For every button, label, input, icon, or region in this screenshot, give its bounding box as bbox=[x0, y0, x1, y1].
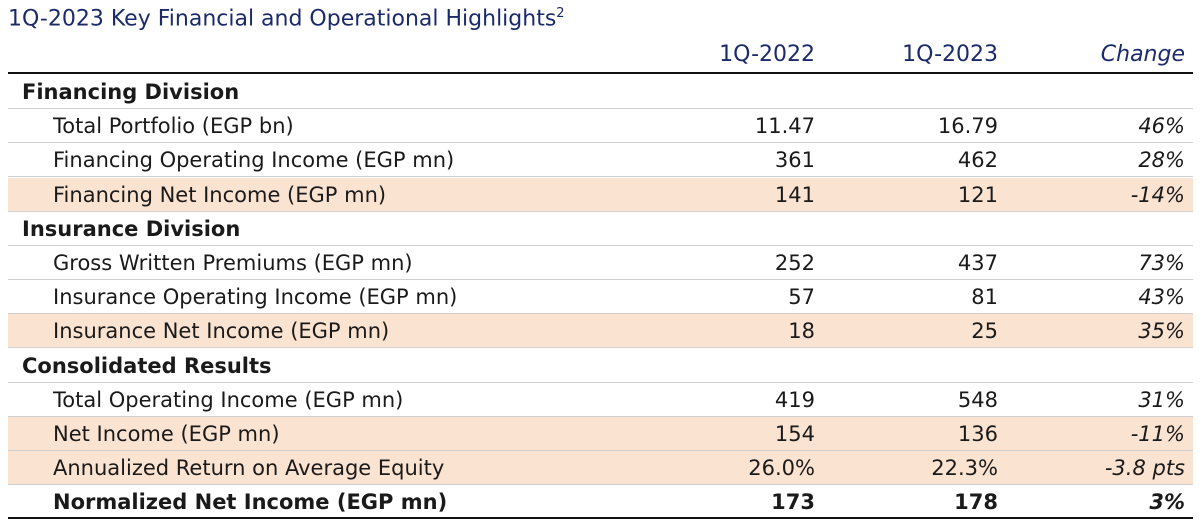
data-row: Insurance Operating Income (EGP mn) 57 81 4… bbox=[8, 280, 1193, 315]
cell-value: -3.8 pts bbox=[1104, 456, 1185, 481]
cell-value: 419 bbox=[774, 387, 815, 412]
cell-value: 57 bbox=[788, 285, 815, 310]
section-row: Consolidated Results bbox=[8, 349, 1193, 383]
cell-value: -11% bbox=[1130, 422, 1185, 446]
footnote-marker: 2 bbox=[556, 6, 565, 21]
title: 1Q-2023 Key Financial and Operational Hi… bbox=[8, 6, 557, 32]
cell-value: 46% bbox=[1138, 114, 1185, 139]
title-wrap: 1Q-2023 Key Financial and Operational Hi… bbox=[8, 6, 565, 31]
cell-value: 141 bbox=[774, 182, 815, 207]
row-label: Gross Written Premiums (EGP mn) bbox=[53, 251, 413, 275]
cell-value: 136 bbox=[957, 422, 998, 446]
section-row: Financing Division bbox=[8, 75, 1193, 109]
cell-value: -14% bbox=[1130, 182, 1185, 207]
data-row: Normalized Net Income (EGP mn) 173 178 3% bbox=[8, 485, 1193, 520]
cell-value: 548 bbox=[957, 387, 998, 412]
cell-value: 18 bbox=[788, 319, 815, 344]
row-label: Financing Net Income (EGP mn) bbox=[53, 182, 387, 207]
column-header: 1Q-2023 bbox=[902, 42, 998, 67]
cell-value: 173 bbox=[771, 490, 815, 515]
cell-value: 252 bbox=[774, 251, 815, 275]
row-label: Net Income (EGP mn) bbox=[53, 422, 280, 446]
section-title: Consolidated Results bbox=[22, 353, 272, 378]
cell-value: 22.3% bbox=[931, 456, 998, 481]
cell-value: 154 bbox=[774, 422, 815, 446]
column-header: 1Q-2022 bbox=[719, 42, 815, 67]
cell-value: 31% bbox=[1138, 387, 1185, 412]
section-title: Insurance Division bbox=[22, 216, 241, 241]
cell-value: 121 bbox=[957, 182, 998, 207]
row-label: Insurance Net Income (EGP mn) bbox=[53, 319, 390, 344]
cell-value: 11.47 bbox=[754, 114, 815, 139]
cell-value: 81 bbox=[971, 285, 998, 310]
header-rule bbox=[8, 72, 1193, 74]
cell-value: 462 bbox=[957, 148, 998, 173]
row-label: Insurance Operating Income (EGP mn) bbox=[53, 285, 458, 310]
cell-value: 437 bbox=[957, 251, 998, 275]
cell-value: 43% bbox=[1138, 285, 1185, 310]
cell-value: 26.0% bbox=[748, 456, 815, 481]
cell-value: 361 bbox=[774, 148, 815, 173]
data-row: Insurance Net Income (EGP mn) 18 25 35% bbox=[8, 314, 1193, 349]
data-row: Financing Net Income (EGP mn) 141 121 -14% bbox=[8, 177, 1193, 212]
cell-value: 25 bbox=[971, 319, 998, 344]
cell-value: 3% bbox=[1149, 490, 1185, 515]
section-title: Financing Division bbox=[22, 80, 240, 104]
cell-value: 178 bbox=[954, 490, 998, 515]
data-row: Financing Operating Income (EGP mn) 361 46… bbox=[8, 143, 1193, 178]
row-label: Total Portfolio (EGP bn) bbox=[53, 114, 294, 139]
row-label: Normalized Net Income (EGP mn) bbox=[53, 490, 448, 515]
row-label: Annualized Return on Average Equity bbox=[53, 456, 445, 481]
cell-value: 35% bbox=[1138, 319, 1185, 344]
data-row: Total Operating Income (EGP mn) 419 548 31% bbox=[8, 383, 1193, 417]
row-label: Financing Operating Income (EGP mn) bbox=[53, 148, 455, 173]
column-header: Change bbox=[1100, 42, 1185, 67]
data-row: Gross Written Premiums (EGP mn) 252 437 73% bbox=[8, 246, 1193, 280]
cell-value: 16.79 bbox=[937, 114, 998, 139]
cell-value: 28% bbox=[1138, 148, 1185, 173]
data-row: Total Portfolio (EGP bn) 11.47 16.79 46% bbox=[8, 109, 1193, 144]
cell-value: 73% bbox=[1138, 251, 1185, 275]
data-row: Net Income (EGP mn) 154 136 -11% bbox=[8, 417, 1193, 451]
section-row: Insurance Division bbox=[8, 212, 1193, 246]
row-label: Total Operating Income (EGP mn) bbox=[53, 387, 404, 412]
data-row: Annualized Return on Average Equity 26.0%… bbox=[8, 451, 1193, 486]
